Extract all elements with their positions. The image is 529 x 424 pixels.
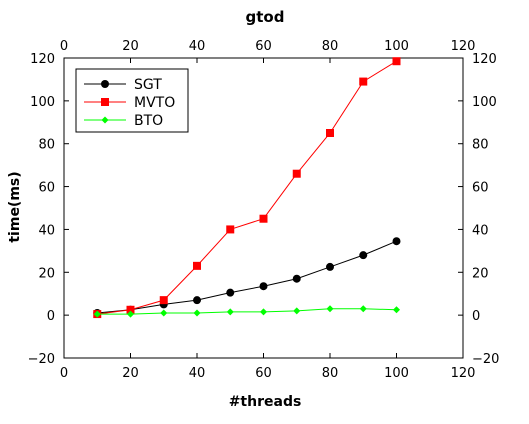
y-tick-label-right: 20 <box>472 266 489 281</box>
data-point-bto <box>360 305 367 312</box>
data-point-mvto <box>260 215 268 223</box>
x-tick-label-top: 40 <box>189 39 206 54</box>
y-tick-label-right: 120 <box>472 52 497 67</box>
y-tick-label-left: 100 <box>30 95 55 110</box>
x-tick-label-bottom: 60 <box>255 366 272 381</box>
data-point-mvto <box>226 225 234 233</box>
legend: SGT MVTO BTO <box>76 69 188 132</box>
data-point-mvto <box>359 78 367 86</box>
x-tick-label-bottom: 120 <box>451 366 476 381</box>
data-point-sgt <box>359 251 367 259</box>
data-point-bto <box>160 310 167 317</box>
data-point-sgt <box>226 289 234 297</box>
data-point-sgt <box>326 263 334 271</box>
data-point-sgt <box>293 275 301 283</box>
y-tick-label-left: 80 <box>38 138 55 153</box>
series-line-bto <box>97 309 396 314</box>
y-tick-label-left: 40 <box>38 223 55 238</box>
y-tick-label-left: 20 <box>38 266 55 281</box>
x-tick-label-bottom: 40 <box>189 366 206 381</box>
legend-marker-sgt <box>101 80 109 88</box>
series-line-sgt <box>97 241 396 313</box>
y-tick-label-right: 0 <box>472 309 480 324</box>
data-point-bto <box>393 306 400 313</box>
y-tick-label-right: 100 <box>472 95 497 110</box>
data-point-sgt <box>260 282 268 290</box>
data-point-bto <box>260 308 267 315</box>
data-point-mvto <box>160 296 168 304</box>
legend-label-mvto: MVTO <box>134 95 175 111</box>
chart-title: gtod <box>246 8 285 26</box>
x-tick-label-top: 100 <box>384 39 409 54</box>
data-point-bto <box>194 310 201 317</box>
x-tick-label-top: 80 <box>322 39 339 54</box>
data-point-bto <box>293 307 300 314</box>
x-tick-label-bottom: 20 <box>122 366 139 381</box>
data-point-bto <box>327 305 334 312</box>
y-tick-label-left: 60 <box>38 181 55 196</box>
y-tick-label-left: 0 <box>47 309 55 324</box>
x-tick-label-top: 20 <box>122 39 139 54</box>
x-tick-label-top: 60 <box>255 39 272 54</box>
y-tick-label-right: 80 <box>472 138 489 153</box>
x-axis-title: #threads <box>229 394 302 410</box>
x-tick-label-bottom: 100 <box>384 366 409 381</box>
x-tick-label-top: 0 <box>60 39 68 54</box>
data-point-mvto <box>393 57 401 65</box>
y-tick-label-left: −20 <box>28 352 55 367</box>
data-point-mvto <box>326 129 334 137</box>
data-point-mvto <box>193 262 201 270</box>
legend-marker-mvto <box>101 98 109 106</box>
y-tick-label-right: 60 <box>472 181 489 196</box>
x-tick-label-bottom: 0 <box>60 366 68 381</box>
data-point-sgt <box>393 237 401 245</box>
y-tick-label-right: 40 <box>472 223 489 238</box>
data-point-bto <box>227 308 234 315</box>
x-tick-label-bottom: 80 <box>322 366 339 381</box>
y-tick-label-right: −20 <box>472 352 499 367</box>
y-tick-label-left: 120 <box>30 52 55 67</box>
legend-label-bto: BTO <box>134 113 163 129</box>
legend-label-sgt: SGT <box>134 77 162 93</box>
data-point-sgt <box>193 296 201 304</box>
series-sgt <box>93 237 400 317</box>
y-axis-title: time(ms) <box>7 171 23 242</box>
data-point-mvto <box>293 170 301 178</box>
